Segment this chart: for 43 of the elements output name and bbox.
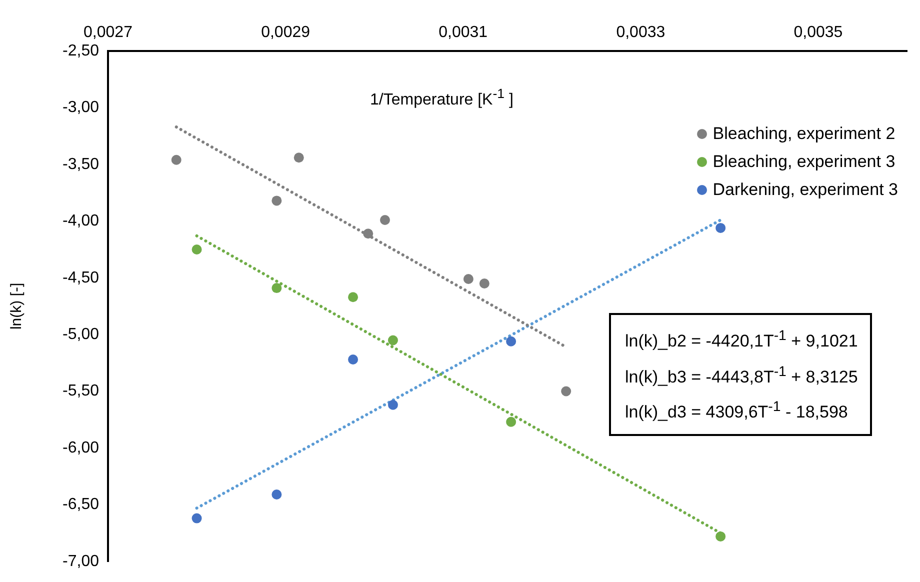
point <box>463 274 474 284</box>
legend-label: Darkening, experiment 3 <box>712 179 898 201</box>
x-tick-label: 0,0029 <box>261 24 310 41</box>
x-axis-title: 1/Temperature [K$^{-1}$ ] <box>370 86 514 110</box>
y-tick-label: -5,50 <box>62 382 100 400</box>
annotation: ln(k)_b2 = -4420,1T$^{-1}$ + 9,1021 <box>625 327 858 353</box>
point <box>348 354 358 365</box>
x-tick-label: 0,0035 <box>794 24 843 41</box>
point <box>192 244 202 254</box>
point <box>272 489 282 500</box>
y-tick-label: -3,50 <box>62 156 100 173</box>
y-tick-label: -3,00 <box>62 99 100 116</box>
point <box>171 154 182 165</box>
y-tick-label: -7,00 <box>62 552 100 570</box>
point <box>479 278 490 289</box>
y-tick-label: -2,50 <box>62 42 100 60</box>
x-tick-label: 0,0031 <box>438 24 488 41</box>
point <box>388 400 398 410</box>
x-tick-label: 0,0033 <box>616 24 666 41</box>
point <box>506 416 516 427</box>
point <box>192 513 202 524</box>
legend-label: Bleaching, experiment 2 <box>712 123 896 145</box>
point <box>716 531 726 542</box>
annotation: ln(k)_d3 = 4309,6T$^{-1}$ - 18,598 <box>625 398 849 424</box>
y-tick-label: -5,00 <box>62 326 100 343</box>
y-tick-label: -4,50 <box>62 269 100 286</box>
point <box>388 335 398 346</box>
legend-label: Bleaching, experiment 3 <box>712 151 896 173</box>
point <box>294 152 304 163</box>
y-tick-label: -6,00 <box>62 439 100 456</box>
point <box>380 215 390 225</box>
annotation: ln(k)_b3 = -4443,8T$^{-1}$ + 8,3125 <box>625 362 858 388</box>
point <box>348 292 358 302</box>
y-tick-label: -4,00 <box>62 212 100 230</box>
x-tick-label: 0,0027 <box>84 24 133 41</box>
point <box>561 386 572 396</box>
point <box>363 228 374 239</box>
point <box>506 336 516 346</box>
y-axis-title: ln(k) [-] <box>8 282 26 330</box>
point <box>272 196 282 206</box>
y-tick-label: -6,50 <box>62 496 100 514</box>
point <box>716 222 726 233</box>
point <box>272 283 282 294</box>
